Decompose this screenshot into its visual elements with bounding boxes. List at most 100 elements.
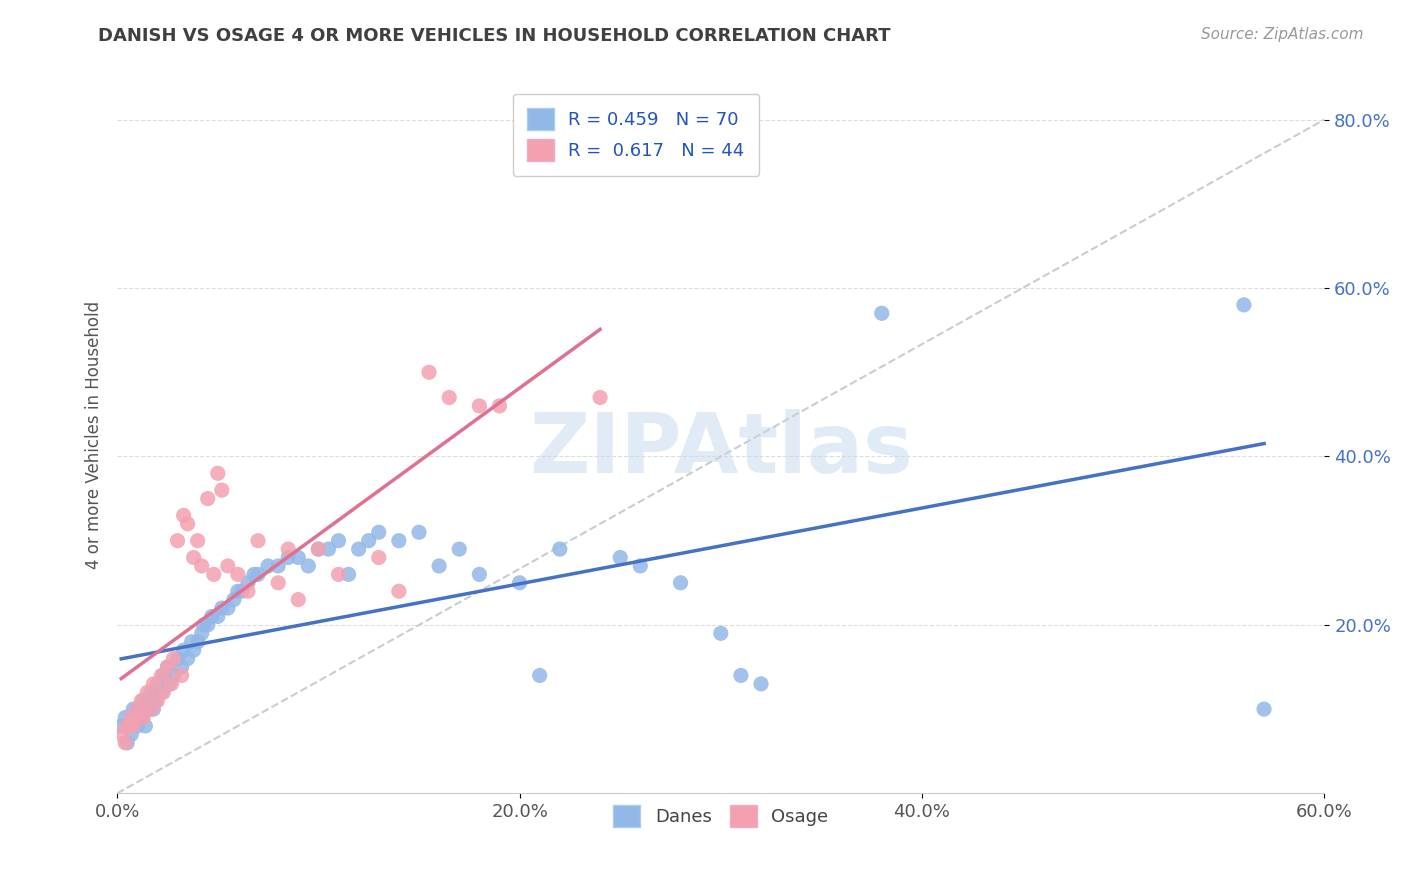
Point xyxy=(159,677,181,691)
Point xyxy=(173,643,195,657)
Text: ZIPAtlas: ZIPAtlas xyxy=(529,409,912,491)
Point xyxy=(211,483,233,497)
Point xyxy=(122,719,145,733)
Point xyxy=(328,533,350,548)
Point xyxy=(222,592,245,607)
Point xyxy=(132,710,155,724)
Point xyxy=(127,702,149,716)
Point xyxy=(609,550,631,565)
Point xyxy=(388,584,411,599)
Point xyxy=(367,525,389,540)
Point xyxy=(468,399,491,413)
Legend: Danes, Osage: Danes, Osage xyxy=(606,798,835,834)
Point xyxy=(136,685,159,699)
Point xyxy=(217,558,239,573)
Point xyxy=(197,491,219,506)
Point xyxy=(117,736,139,750)
Point xyxy=(201,609,224,624)
Point xyxy=(183,550,205,565)
Point xyxy=(870,306,893,320)
Y-axis label: 4 or more Vehicles in Household: 4 or more Vehicles in Household xyxy=(86,301,103,569)
Point xyxy=(114,710,136,724)
Point xyxy=(166,651,188,665)
Point xyxy=(357,533,380,548)
Point xyxy=(156,660,179,674)
Point xyxy=(257,558,280,573)
Point xyxy=(142,702,165,716)
Point xyxy=(277,542,299,557)
Point xyxy=(589,391,612,405)
Point xyxy=(247,567,270,582)
Point xyxy=(110,719,132,733)
Point xyxy=(170,668,193,682)
Point xyxy=(287,550,309,565)
Point xyxy=(437,391,460,405)
Point xyxy=(120,727,142,741)
Point xyxy=(1233,298,1256,312)
Point xyxy=(267,558,290,573)
Point xyxy=(120,710,142,724)
Point xyxy=(337,567,360,582)
Point xyxy=(328,567,350,582)
Point xyxy=(207,467,229,481)
Point xyxy=(277,550,299,565)
Point xyxy=(509,575,531,590)
Point xyxy=(418,365,440,379)
Point xyxy=(132,694,155,708)
Point xyxy=(318,542,340,557)
Point xyxy=(307,542,329,557)
Point xyxy=(202,567,225,582)
Point xyxy=(297,558,319,573)
Point xyxy=(226,584,249,599)
Point xyxy=(193,618,215,632)
Point xyxy=(231,584,253,599)
Point xyxy=(468,567,491,582)
Point xyxy=(669,575,692,590)
Point xyxy=(307,542,329,557)
Point xyxy=(173,508,195,523)
Point xyxy=(367,550,389,565)
Point xyxy=(388,533,411,548)
Point xyxy=(150,685,173,699)
Point xyxy=(243,567,266,582)
Point xyxy=(236,575,259,590)
Point xyxy=(408,525,430,540)
Point xyxy=(170,660,193,674)
Point xyxy=(1253,702,1275,716)
Point xyxy=(160,677,183,691)
Point xyxy=(190,626,212,640)
Point xyxy=(134,719,156,733)
Point xyxy=(131,694,153,708)
Point xyxy=(226,567,249,582)
Point xyxy=(117,719,139,733)
Point xyxy=(131,710,153,724)
Point xyxy=(152,685,174,699)
Point xyxy=(138,694,160,708)
Point xyxy=(127,719,149,733)
Point xyxy=(488,399,510,413)
Point xyxy=(628,558,651,573)
Point xyxy=(287,592,309,607)
Point xyxy=(187,533,209,548)
Point xyxy=(176,516,198,531)
Point xyxy=(145,694,167,708)
Point xyxy=(152,668,174,682)
Point xyxy=(141,702,163,716)
Point xyxy=(183,643,205,657)
Point xyxy=(180,634,202,648)
Point xyxy=(207,609,229,624)
Point xyxy=(146,694,169,708)
Text: DANISH VS OSAGE 4 OR MORE VEHICLES IN HOUSEHOLD CORRELATION CHART: DANISH VS OSAGE 4 OR MORE VEHICLES IN HO… xyxy=(98,27,891,45)
Point xyxy=(127,702,149,716)
Point xyxy=(190,558,212,573)
Point xyxy=(730,668,752,682)
Point xyxy=(217,601,239,615)
Point xyxy=(548,542,571,557)
Point xyxy=(197,618,219,632)
Point xyxy=(236,584,259,599)
Point xyxy=(267,575,290,590)
Point xyxy=(427,558,450,573)
Point xyxy=(211,601,233,615)
Point xyxy=(114,736,136,750)
Point xyxy=(136,702,159,716)
